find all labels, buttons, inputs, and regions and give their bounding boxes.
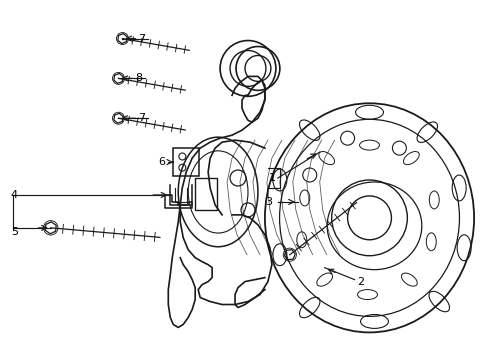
Text: 6: 6 xyxy=(158,157,165,167)
Text: 2: 2 xyxy=(357,276,364,287)
Text: 8: 8 xyxy=(135,73,142,84)
Text: 4: 4 xyxy=(11,190,18,200)
Text: 1: 1 xyxy=(268,173,275,183)
Text: 7: 7 xyxy=(138,113,145,123)
Text: 7: 7 xyxy=(138,33,145,44)
Text: 5: 5 xyxy=(11,227,18,237)
Text: 3: 3 xyxy=(264,197,271,207)
